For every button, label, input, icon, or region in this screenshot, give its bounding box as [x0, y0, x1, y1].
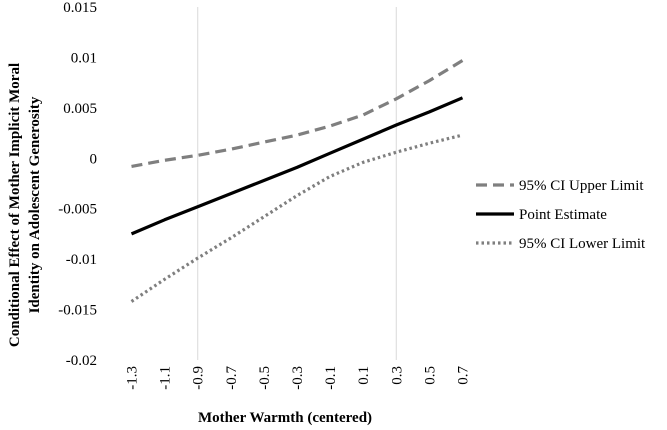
x-tick-label: 0.3 — [389, 366, 405, 385]
y-axis-title-line-1: Conditional Effect of Mother Implicit Mo… — [7, 63, 23, 347]
y-axis-title-line-2: Identity on Adolescent Generosity — [27, 96, 43, 313]
series-layer — [130, 59, 464, 303]
x-tick-label: 0.7 — [455, 366, 471, 385]
x-axis-ticks: -1.3 -1.1 -0.9 -0.7 -0.5 -0.3 -0.1 0.1 0.3 0.5 0.7 — [125, 366, 472, 390]
y-tick-label: 0.015 — [63, 0, 97, 16]
legend-label-3: 95% CI Lower Limit — [519, 236, 646, 252]
x-tick-label: -1.3 — [125, 366, 141, 390]
x-tick-label: -1.1 — [158, 366, 174, 390]
series-line-2 — [130, 96, 464, 236]
x-tick-label: -0.3 — [290, 366, 306, 390]
x-tick-label: 0.5 — [422, 366, 438, 385]
y-tick-label: -0.015 — [58, 303, 97, 319]
legend: 95% CI Upper Limit Point Estimate 95% CI L… — [476, 178, 646, 252]
y-tick-label: -0.005 — [58, 202, 97, 218]
y-tick-label: 0.01 — [71, 50, 97, 66]
x-tick-label: -0.1 — [323, 366, 339, 390]
grid-layer — [197, 7, 397, 360]
series-line-3 — [130, 133, 463, 303]
x-tick-label: -0.9 — [191, 366, 207, 390]
y-tick-label: -0.02 — [66, 353, 97, 369]
x-tick-label: -0.5 — [257, 366, 273, 390]
y-axis-ticks: 0.015 0.01 0.005 0 -0.005 -0.01 -0.015 -0.02 — [58, 0, 97, 369]
x-tick-label: 0.1 — [356, 366, 372, 385]
y-tick-label: 0.005 — [63, 101, 97, 117]
x-tick-label: -0.7 — [224, 366, 240, 390]
y-tick-label: 0 — [90, 151, 98, 167]
legend-label-1: 95% CI Upper Limit — [519, 178, 644, 194]
legend-label-2: Point Estimate — [519, 207, 607, 223]
y-tick-label: -0.01 — [66, 252, 97, 268]
series-line-1 — [131, 59, 464, 168]
x-axis-title: Mother Warmth (centered) — [198, 410, 372, 426]
